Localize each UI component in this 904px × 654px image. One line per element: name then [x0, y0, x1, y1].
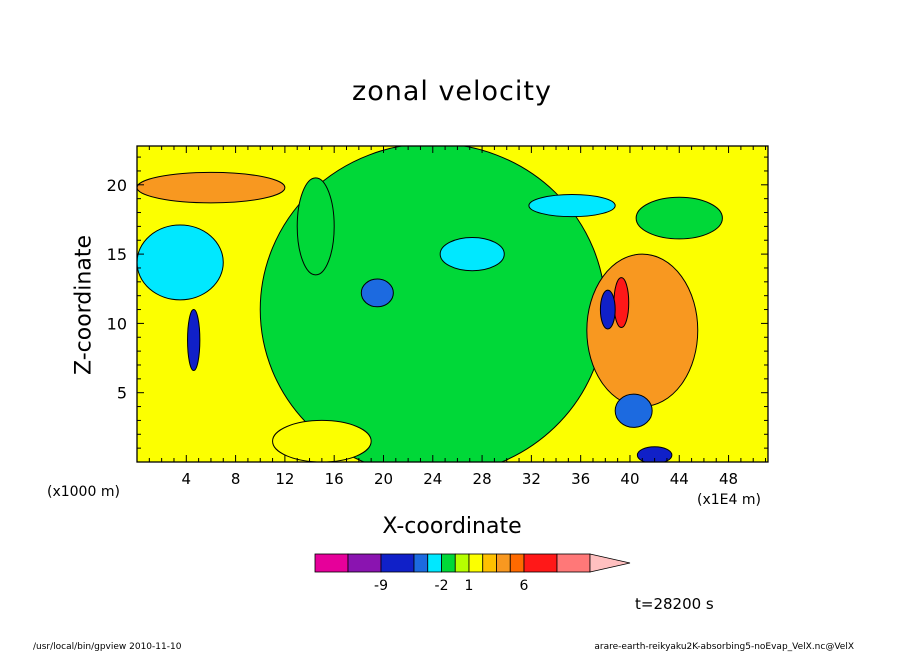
footer-program-path: /usr/local/bin/gpview 2010-11-10 — [33, 642, 182, 652]
y-tick-label: 10 — [107, 314, 127, 333]
colorbar-label: 1 — [465, 578, 474, 594]
x-axis-ticks: 4 8 12 16 20 24 28 32 36 40 44 48 — [148, 146, 767, 488]
colorbar-cell-4 — [427, 553, 442, 573]
plot-frame — [136, 145, 769, 463]
contour-region-5 — [613, 277, 630, 329]
x-tick-label: 28 — [473, 470, 492, 488]
colorbar-cell-11 — [523, 553, 558, 573]
colorbar-cell-1 — [347, 553, 382, 573]
x-tick-label: 44 — [670, 470, 689, 488]
contour-field — [137, 146, 768, 462]
y-tick-label: 5 — [117, 384, 127, 403]
colorbar-cell-7 — [468, 553, 484, 573]
colorbar-cell-0 — [314, 553, 349, 573]
contour-region-8 — [360, 278, 394, 308]
contour-region-3 — [187, 309, 201, 372]
x-scale-note: (x1E4 m) — [697, 492, 761, 508]
y-axis-label: Z-coordinate — [71, 235, 97, 375]
colorbar-cell-6 — [454, 553, 470, 573]
x-tick-label: 48 — [719, 470, 738, 488]
colorbar-cell-12 — [556, 553, 591, 573]
x-axis-label: X-coordinate — [382, 514, 522, 539]
x-tick-label: 8 — [231, 470, 241, 488]
contour-region-4 — [586, 253, 699, 408]
contour-region-12 — [296, 177, 335, 276]
x-tick-label: 12 — [275, 470, 294, 488]
x-tick-label: 4 — [182, 470, 192, 488]
contour-region-10 — [614, 393, 653, 428]
contour-region-2 — [137, 224, 224, 301]
colorbar-cell-8 — [482, 553, 497, 573]
colorbar-label: -9 — [374, 578, 388, 594]
x-tick-label: 32 — [522, 470, 541, 488]
contour-region-1 — [137, 171, 286, 204]
colorbar-cell-9 — [496, 553, 511, 573]
x-tick-label: 24 — [423, 470, 442, 488]
contour-region-7 — [528, 194, 616, 218]
colorbar-label: 6 — [520, 578, 529, 594]
colorbar-label: -2 — [435, 578, 449, 594]
plot-border — [136, 145, 769, 463]
colorbar-cell-2 — [380, 553, 415, 573]
y-axis-ticks: 5 10 15 20 — [107, 156, 768, 449]
y-tick-label: 15 — [107, 245, 127, 264]
y-tick-label: 20 — [107, 176, 127, 195]
contour-region-13 — [635, 196, 723, 240]
contour-region-9 — [439, 236, 505, 272]
colorbar-cell-10 — [509, 553, 525, 573]
colorbar: -9 -2 1 6 — [314, 553, 631, 594]
colorbar-arrow — [589, 553, 631, 573]
time-label: t=28200 s — [635, 595, 714, 613]
colorbar-cell-3 — [413, 553, 429, 573]
contour-region-6 — [599, 289, 616, 330]
x-tick-label: 16 — [325, 470, 344, 488]
contour-region-14 — [272, 419, 372, 462]
footer-file-name: arare-earth-reikyaku2K-absorbing5-noEvap… — [594, 642, 854, 652]
colorbar-cell-5 — [441, 553, 456, 573]
contour-region-11 — [636, 446, 673, 462]
x-tick-label: 20 — [374, 470, 393, 488]
chart-title: zonal velocity — [352, 76, 552, 107]
x-unit-note: (x1000 m) — [47, 484, 120, 500]
x-tick-label: 36 — [571, 470, 590, 488]
x-tick-label: 40 — [620, 470, 639, 488]
